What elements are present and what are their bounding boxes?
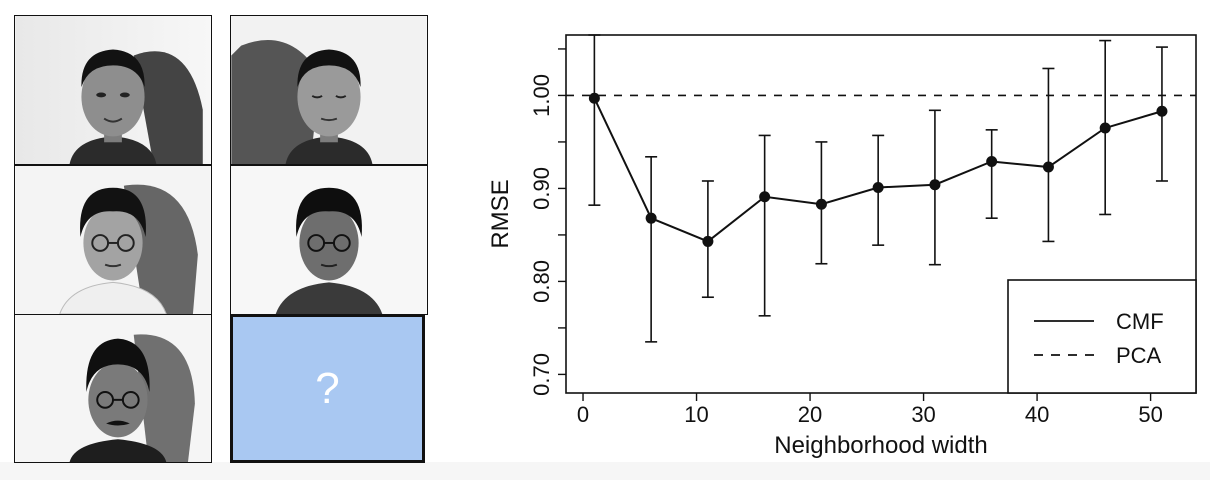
- cmf-point: [929, 179, 941, 191]
- face-portrait-4: [231, 166, 427, 314]
- cmf-point: [1042, 161, 1054, 173]
- x-axis-label: Neighborhood width: [774, 432, 987, 459]
- cmf-point: [759, 191, 771, 203]
- face-portrait-1: [15, 16, 211, 164]
- y-tick-label: 0.90: [529, 167, 554, 210]
- bottom-strip: [0, 462, 1210, 480]
- legend-box: [1007, 279, 1197, 394]
- cmf-point: [1156, 105, 1168, 117]
- face-portrait-2: [231, 16, 427, 164]
- plot-frame: [565, 34, 1197, 394]
- y-axis-label: RMSE: [487, 179, 514, 248]
- y-tick-label: 1.00: [529, 74, 554, 117]
- face-image-5: [14, 314, 212, 463]
- cmf-point: [872, 181, 884, 193]
- query-tile: ?: [230, 314, 425, 463]
- rmse-chart: 0 10 20 30 40 50 0.70 0.80 0.90 1.00 Neighborhood …: [487, 34, 1197, 459]
- cmf-point: [702, 235, 714, 247]
- legend-pca-label: PCA: [1116, 343, 1162, 368]
- x-tick-label: 40: [1025, 402, 1049, 427]
- legend-cmf-label: CMF: [1116, 309, 1164, 334]
- x-tick-label: 20: [798, 402, 822, 427]
- x-tick-label: 30: [911, 402, 935, 427]
- x-tick-label: 10: [684, 402, 708, 427]
- face-portrait-3: [15, 166, 211, 314]
- face-image-1: [14, 15, 212, 165]
- face-portrait-5: [15, 315, 211, 462]
- y-tick-label: 0.70: [529, 353, 554, 396]
- x-tick-label: 50: [1138, 402, 1162, 427]
- question-mark: ?: [315, 363, 340, 413]
- face-image-2: [230, 15, 428, 165]
- cmf-point: [1099, 122, 1111, 134]
- x-tick-label: 0: [577, 402, 589, 427]
- face-image-3: [14, 165, 212, 315]
- cmf-point: [588, 92, 600, 104]
- y-tick-label: 0.80: [529, 260, 554, 303]
- cmf-point: [986, 155, 998, 167]
- cmf-point: [815, 198, 827, 210]
- face-image-4: [230, 165, 428, 315]
- cmf-point: [645, 212, 657, 224]
